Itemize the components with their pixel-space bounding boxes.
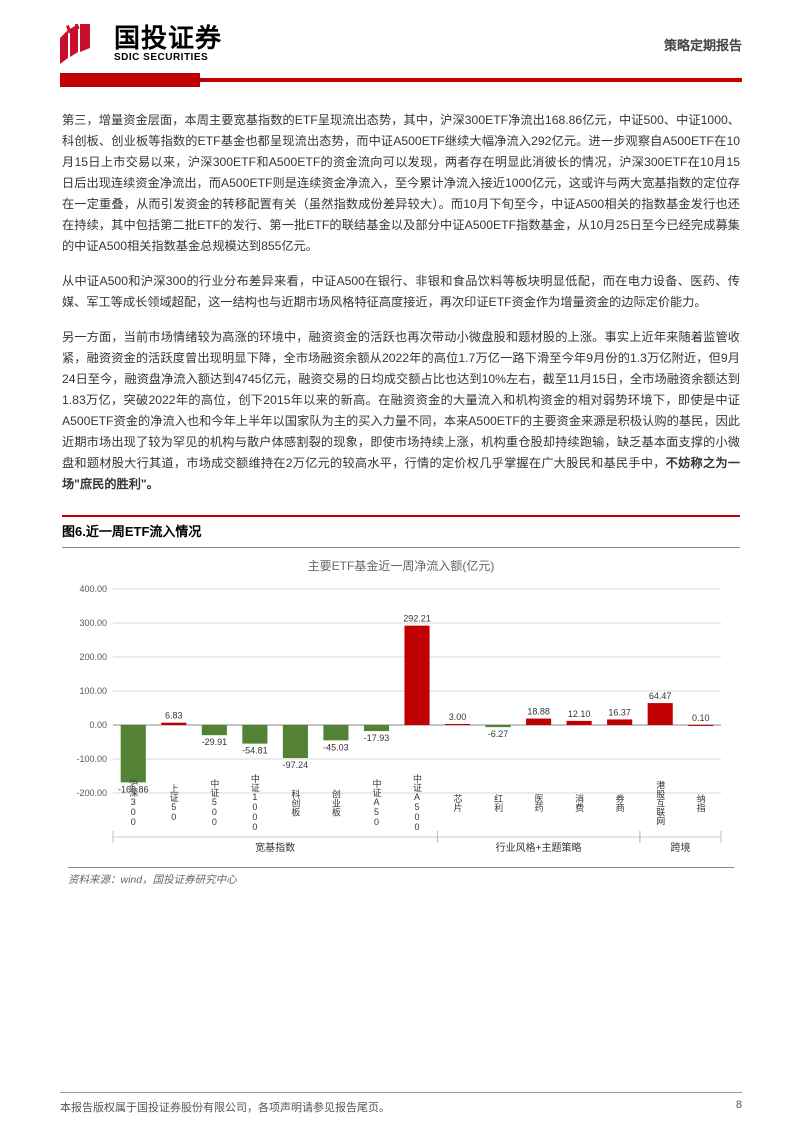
report-type-label: 策略定期报告 <box>664 35 742 54</box>
svg-text:200.00: 200.00 <box>79 652 107 662</box>
svg-text:券商: 券商 <box>615 793 625 813</box>
main-content: 第三，增量资金层面，本周主要宽基指数的ETF呈现流出态势，其中，沪深300ETF… <box>0 82 802 893</box>
svg-text:医药: 医药 <box>534 794 544 813</box>
paragraph-3: 另一方面，当前市场情绪较为高涨的环境中，融资资金的活跃也再次带动小微盘股和题材股… <box>62 327 740 495</box>
svg-text:-29.91: -29.91 <box>202 737 228 747</box>
logo-icon <box>60 24 104 64</box>
svg-text:12.10: 12.10 <box>568 709 591 719</box>
footer-copyright: 本报告版权属于国投证券股份有限公司，各项声明请参见报告尾页。 <box>60 1099 390 1115</box>
chart-subtitle: 主要ETF基金近一周净流入额(亿元) <box>68 556 734 577</box>
svg-text:中证A500: 中证A500 <box>412 773 422 832</box>
etf-flow-chart: 主要ETF基金近一周净流入额(亿元) -200.00 -100.00 0.00 100… <box>62 547 740 893</box>
svg-text:上证50: 上证50 <box>169 784 179 822</box>
svg-text:中证1000: 中证1000 <box>250 773 260 832</box>
svg-text:-97.24: -97.24 <box>283 760 309 770</box>
svg-text:18.88: 18.88 <box>527 706 550 716</box>
company-name-cn: 国投证券 <box>114 25 222 51</box>
svg-text:-45.03: -45.03 <box>323 742 349 752</box>
company-logo: 国投证券 SDIC SECURITIES <box>60 24 222 64</box>
svg-text:中证500: 中证500 <box>209 778 219 827</box>
svg-text:-6.27: -6.27 <box>488 729 509 739</box>
logo-text: 国投证券 SDIC SECURITIES <box>114 25 222 63</box>
page-footer: 本报告版权属于国投证券股份有限公司，各项声明请参见报告尾页。 8 <box>60 1092 742 1115</box>
svg-text:跨境: 跨境 <box>670 841 690 854</box>
paragraph-3-body: 另一方面，当前市场情绪较为高涨的环境中，融资资金的活跃也再次带动小微盘股和题材股… <box>62 330 740 470</box>
svg-text:292.21: 292.21 <box>403 613 431 623</box>
svg-text:6.83: 6.83 <box>165 710 183 720</box>
svg-text:-200.00: -200.00 <box>76 788 107 798</box>
svg-text:64.47: 64.47 <box>649 691 672 701</box>
svg-text:纳指: 纳指 <box>696 793 706 813</box>
svg-text:16.37: 16.37 <box>608 707 631 717</box>
svg-text:300.00: 300.00 <box>79 618 107 628</box>
header-divider <box>60 78 742 82</box>
svg-text:创业板: 创业板 <box>331 788 341 817</box>
bar-chart-svg: -200.00 -100.00 0.00 100.00 200.00 300.00 400.… <box>71 583 731 863</box>
svg-text:-100.00: -100.00 <box>76 754 107 764</box>
svg-text:芯片: 芯片 <box>453 793 463 813</box>
svg-text:0.10: 0.10 <box>692 713 710 723</box>
company-name-en: SDIC SECURITIES <box>114 53 222 63</box>
paragraph-1: 第三，增量资金层面，本周主要宽基指数的ETF呈现流出态势，其中，沪深300ETF… <box>62 110 740 257</box>
footer-page-number: 8 <box>736 1099 742 1115</box>
svg-text:红利: 红利 <box>493 793 503 812</box>
svg-text:消费: 消费 <box>574 793 584 813</box>
svg-text:0.00: 0.00 <box>89 720 107 730</box>
svg-text:港股互联网: 港股互联网 <box>655 779 665 826</box>
svg-text:-17.93: -17.93 <box>364 733 390 743</box>
paragraph-2: 从中证A500和沪深300的行业分布差异来看，中证A500在银行、非银和食品饮料… <box>62 271 740 313</box>
svg-text:100.00: 100.00 <box>79 686 107 696</box>
svg-text:行业风格+主题策略: 行业风格+主题策略 <box>496 841 582 854</box>
svg-text:宽基指数: 宽基指数 <box>255 841 295 854</box>
chart-source: 资料来源：wind，国投证券研究中心 <box>68 867 734 889</box>
figure-title: 图6.近一周ETF流入情况 <box>62 515 740 543</box>
svg-text:科创板: 科创板 <box>290 788 300 817</box>
svg-text:沪深300: 沪深300 <box>128 778 138 827</box>
svg-text:-54.81: -54.81 <box>242 745 268 755</box>
svg-text:400.00: 400.00 <box>79 584 107 594</box>
page-header: 国投证券 SDIC SECURITIES 策略定期报告 <box>0 0 802 74</box>
svg-text:3.00: 3.00 <box>449 712 467 722</box>
svg-text:中证A50: 中证A50 <box>371 778 381 827</box>
